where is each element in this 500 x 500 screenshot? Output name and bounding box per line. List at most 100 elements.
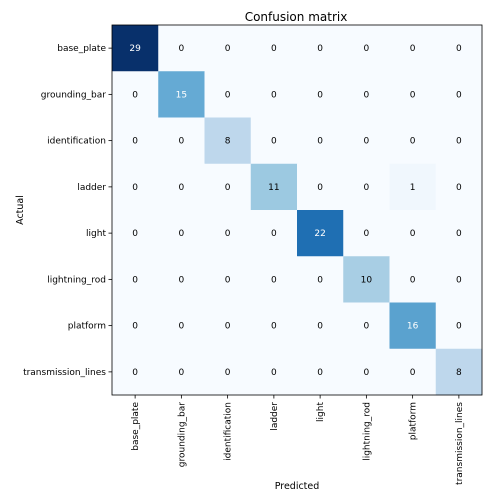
heatmap-cell-label: 0	[410, 90, 416, 100]
heatmap-cell	[435, 210, 483, 257]
heatmap-cell-label: 8	[225, 137, 231, 147]
heatmap-cell-label: 8	[456, 368, 462, 378]
heatmap-cell	[204, 348, 252, 396]
heatmap-cell	[204, 163, 252, 211]
heatmap-cell-label: 11	[268, 183, 279, 193]
heatmap-cell-label: 0	[271, 275, 277, 285]
y-tick-label: identification	[47, 137, 106, 147]
x-tick-label: transmission_lines	[455, 402, 465, 485]
y-axis-label: Actual	[15, 195, 26, 225]
heatmap-cell-label: 0	[317, 183, 323, 193]
heatmap-cell-label: 0	[317, 322, 323, 332]
heatmap-cell-label: 0	[364, 368, 370, 378]
heatmap-cell	[112, 117, 159, 165]
heatmap-cell	[297, 163, 344, 211]
x-axis-ticks: base_plate grounding_bar identification lad…	[131, 395, 465, 485]
heatmap-cell-label: 0	[364, 90, 370, 100]
heatmap-cell	[158, 302, 205, 350]
heatmap-cell	[389, 256, 437, 303]
heatmap-cell	[250, 163, 298, 211]
y-tick-label: light	[86, 229, 106, 239]
x-tick-label: lightning_rod	[362, 402, 372, 461]
heatmap-cell-labels: 29 0 0 0 0 0 0 00 15 0 0 0 0 0 00 0 8 0 0 0 0 00 0 0 11 0 0 1 00 0 0 0 2…	[129, 44, 462, 378]
heatmap-cell	[158, 256, 205, 303]
heatmap-cell	[204, 25, 252, 72]
heatmap-cell	[158, 210, 205, 257]
heatmap-cell	[343, 117, 390, 165]
heatmap-cell-label: 0	[456, 90, 462, 100]
heatmap-cell-label: 0	[271, 90, 277, 100]
heatmap-cells	[112, 25, 483, 396]
heatmap-cell	[389, 117, 437, 165]
heatmap-cell-label: 0	[179, 137, 185, 147]
heatmap-cell-label: 0	[364, 183, 370, 193]
y-tick-label: base_plate	[57, 44, 106, 54]
heatmap-cell	[112, 25, 159, 72]
heatmap-cell-label: 0	[271, 322, 277, 332]
heatmap-cell-label: 0	[271, 229, 277, 239]
heatmap-cell	[435, 348, 483, 396]
heatmap-cell	[389, 210, 437, 257]
heatmap-cell-label: 0	[132, 183, 138, 193]
heatmap-cell	[204, 117, 252, 165]
heatmap-cell-label: 0	[179, 229, 185, 239]
heatmap-cell	[250, 348, 298, 396]
heatmap-cell-label: 10	[361, 275, 373, 285]
heatmap-cell-label: 0	[225, 322, 231, 332]
heatmap-cell-label: 0	[271, 368, 277, 378]
heatmap-cell-label: 0	[225, 275, 231, 285]
heatmap-cell-label: 0	[456, 183, 462, 193]
heatmap-cell	[250, 71, 298, 118]
heatmap-cell	[158, 71, 205, 118]
x-tick-label: platform	[409, 402, 419, 440]
heatmap-cell	[343, 302, 390, 350]
heatmap-cell-label: 0	[364, 229, 370, 239]
heatmap-cell	[435, 256, 483, 303]
heatmap-cell	[343, 348, 390, 396]
heatmap-cell-label: 0	[317, 275, 323, 285]
heatmap-cell-label: 0	[132, 368, 138, 378]
heatmap-cell	[435, 302, 483, 350]
heatmap-cell	[204, 71, 252, 118]
y-tick-label: ladder	[77, 183, 106, 193]
heatmap-cell-label: 0	[225, 90, 231, 100]
heatmap-cell-label: 16	[407, 322, 419, 332]
y-axis-ticks: base_plate grounding_bar identification lad…	[23, 44, 112, 378]
heatmap-cell-label: 0	[364, 137, 370, 147]
heatmap-cell	[297, 256, 344, 303]
y-tick-label: platform	[68, 322, 106, 332]
heatmap-cell	[297, 348, 344, 396]
x-tick-label: grounding_bar	[177, 402, 187, 467]
heatmap-cell	[343, 256, 390, 303]
heatmap-cell	[250, 210, 298, 257]
heatmap-cell-label: 0	[225, 44, 231, 54]
heatmap-cell-label: 0	[225, 183, 231, 193]
heatmap-cell-label: 1	[410, 183, 416, 193]
y-tick-label: grounding_bar	[41, 90, 106, 100]
heatmap-cell-label: 0	[179, 322, 185, 332]
heatmap-cell-label: 0	[456, 275, 462, 285]
heatmap-cell	[389, 25, 437, 72]
heatmap-cell-label: 22	[314, 229, 325, 239]
heatmap-cell-label: 0	[410, 137, 416, 147]
heatmap-cell-label: 0	[132, 322, 138, 332]
heatmap-cell-label: 0	[225, 368, 231, 378]
heatmap-cell	[204, 210, 252, 257]
y-tick-label: lightning_rod	[47, 275, 106, 285]
heatmap-cell	[389, 302, 437, 350]
heatmap-cell	[389, 71, 437, 118]
heatmap-cell	[112, 163, 159, 211]
x-tick-label: identification	[224, 402, 234, 461]
heatmap-cell	[297, 210, 344, 257]
heatmap-cell-label: 0	[410, 368, 416, 378]
heatmap-cell	[158, 25, 205, 72]
heatmap-cell	[435, 117, 483, 165]
heatmap-cell	[158, 117, 205, 165]
heatmap-cell-label: 0	[132, 229, 138, 239]
x-axis-label: Predicted	[275, 481, 320, 492]
heatmap-cell	[158, 163, 205, 211]
heatmap-cell	[112, 71, 159, 118]
heatmap-cell-label: 0	[132, 90, 138, 100]
heatmap-cell-label: 0	[179, 368, 185, 378]
heatmap-cell	[343, 71, 390, 118]
